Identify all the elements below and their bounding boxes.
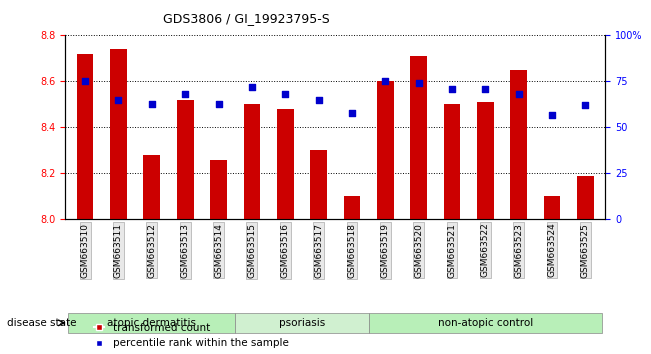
Point	[280, 91, 290, 97]
Text: atopic dermatitis: atopic dermatitis	[107, 318, 197, 328]
Point	[547, 112, 557, 118]
Bar	[143, 155, 160, 219]
Text: non-atopic control: non-atopic control	[437, 318, 533, 328]
Text: GSM663515: GSM663515	[247, 223, 256, 278]
Point	[514, 91, 524, 97]
Text: GSM663511: GSM663511	[114, 223, 123, 278]
Text: GSM663524: GSM663524	[547, 223, 557, 278]
Bar	[210, 160, 227, 219]
Point	[347, 110, 357, 115]
Point	[113, 97, 124, 103]
Bar	[377, 81, 394, 219]
Bar	[177, 100, 193, 219]
Text: GSM663516: GSM663516	[281, 223, 290, 278]
Text: GSM663514: GSM663514	[214, 223, 223, 278]
Text: GSM663513: GSM663513	[181, 223, 189, 278]
Point	[580, 103, 590, 108]
Text: GSM663522: GSM663522	[481, 223, 490, 278]
Bar	[311, 150, 327, 219]
Bar	[77, 54, 94, 219]
Point	[247, 84, 257, 90]
Point	[480, 86, 491, 92]
Point	[413, 80, 424, 86]
Text: GSM663520: GSM663520	[414, 223, 423, 278]
Text: psoriasis: psoriasis	[279, 318, 325, 328]
Bar	[277, 109, 294, 219]
Bar	[410, 56, 427, 219]
Text: GSM663525: GSM663525	[581, 223, 590, 278]
Point	[146, 101, 157, 106]
FancyBboxPatch shape	[368, 313, 602, 333]
Text: GSM663523: GSM663523	[514, 223, 523, 278]
Point	[380, 79, 391, 84]
Text: GSM663519: GSM663519	[381, 223, 390, 278]
Point	[80, 79, 90, 84]
Text: GSM663512: GSM663512	[147, 223, 156, 278]
Text: GSM663510: GSM663510	[81, 223, 90, 278]
FancyBboxPatch shape	[68, 313, 235, 333]
Bar	[444, 104, 460, 219]
Bar	[544, 196, 561, 219]
Bar	[477, 102, 493, 219]
Text: GSM663517: GSM663517	[314, 223, 323, 278]
Legend: transformed count, percentile rank within the sample: transformed count, percentile rank withi…	[90, 319, 293, 352]
Point	[214, 101, 224, 106]
FancyBboxPatch shape	[235, 313, 368, 333]
Point	[447, 86, 457, 92]
Point	[313, 97, 324, 103]
Text: GSM663518: GSM663518	[348, 223, 357, 278]
Point	[180, 91, 190, 97]
Bar	[344, 196, 360, 219]
Bar	[110, 49, 127, 219]
Text: GDS3806 / GI_19923795-S: GDS3806 / GI_19923795-S	[163, 12, 329, 25]
Bar	[510, 70, 527, 219]
Bar	[243, 104, 260, 219]
Bar	[577, 176, 594, 219]
Text: disease state: disease state	[7, 318, 76, 328]
Text: GSM663521: GSM663521	[447, 223, 456, 278]
